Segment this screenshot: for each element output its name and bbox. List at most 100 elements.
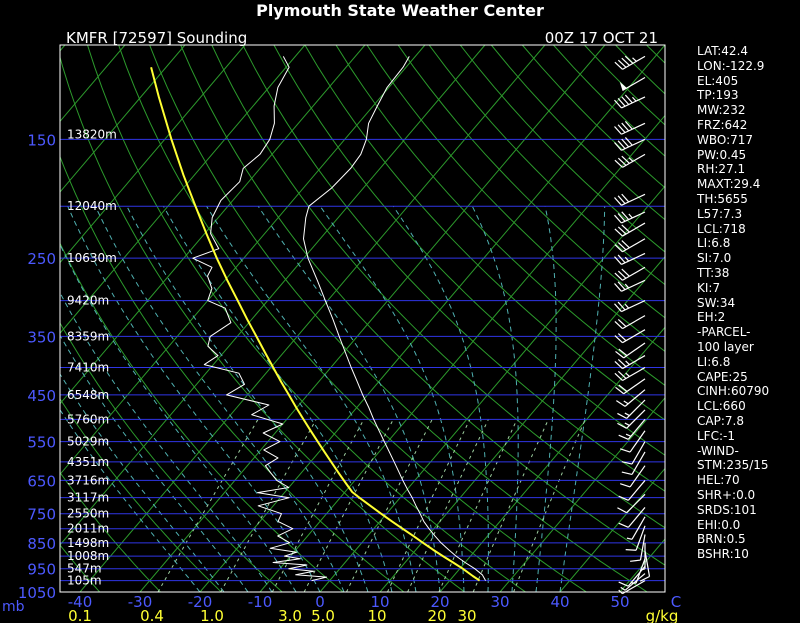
dry-adiabat-line <box>60 544 101 592</box>
wind-barb <box>619 430 646 453</box>
index-value: BRN:0.5 <box>697 532 746 547</box>
dry-adiabat-line <box>335 45 665 387</box>
pressure-tick-label: 550 <box>27 434 56 452</box>
wind-barb-staff <box>621 122 646 135</box>
wind-barb-staff <box>622 238 646 253</box>
wind-barb <box>614 315 646 330</box>
wind-barb <box>618 480 646 501</box>
wind-barb-staff <box>621 193 646 206</box>
wind-barb-flag <box>618 495 629 501</box>
index-value: L57:7.3 <box>697 206 743 221</box>
wind-barb <box>616 389 646 407</box>
mixing-ratio-line <box>472 419 549 592</box>
wind-barb-half-flag <box>618 589 623 595</box>
wind-barb-staff <box>623 378 646 395</box>
pressure-unit-label: mb <box>2 599 25 615</box>
wind-barb-flag <box>621 57 630 66</box>
wind-barb-staff <box>631 441 646 465</box>
wind-barb-flag <box>624 137 633 146</box>
wind-barb <box>614 94 646 109</box>
wind-barb <box>614 355 646 370</box>
index-value: LCL:660 <box>697 399 746 414</box>
mixing-ratio-tick-label: 10 <box>367 607 386 623</box>
dry-adiabat-line <box>60 242 344 592</box>
moist-adiabat-line <box>60 291 273 592</box>
wind-barb-flag <box>617 370 627 379</box>
wind-barb <box>625 525 646 551</box>
wind-barb-staff <box>635 525 646 551</box>
wind-barb-staff <box>639 534 646 561</box>
index-value: LI:6.8 <box>697 354 731 369</box>
wind-barb-flag <box>614 126 622 135</box>
pressure-tick-label: 250 <box>27 250 56 268</box>
moist-adiabat-line <box>60 373 225 592</box>
isotherm-line <box>499 397 665 592</box>
wind-barb-staff <box>627 419 646 440</box>
isotherm-line <box>60 45 246 264</box>
wind-barb-flag <box>617 301 626 311</box>
wind-barb-flag <box>616 400 626 407</box>
height-label: 9420m <box>67 294 109 308</box>
wind-barb-staff <box>621 96 646 109</box>
dry-adiabat-line <box>366 45 665 352</box>
wind-barb <box>615 378 646 395</box>
mixing-ratio-tick-label: 20 <box>427 607 446 623</box>
index-value: LI:6.8 <box>697 236 731 251</box>
wind-barb-half-flag <box>625 360 630 365</box>
height-label: 4351m <box>67 455 109 469</box>
mixing-ratio-line <box>303 419 394 592</box>
index-value: EH:2 <box>697 310 726 325</box>
temperature-tick-label: -10 <box>248 593 273 611</box>
wind-barb-flag <box>624 120 633 130</box>
wind-barb <box>614 120 646 135</box>
index-value: BSHR:10 <box>697 547 749 562</box>
wind-barb-flag <box>617 242 627 251</box>
moist-adiabat-line <box>60 408 201 592</box>
index-value: RH:27.1 <box>697 162 746 177</box>
index-value: -WIND- <box>697 443 739 458</box>
dry-adiabat-line <box>118 45 587 592</box>
wind-barb-staff <box>627 565 646 587</box>
height-label: 6548m <box>67 388 109 402</box>
wind-barb-flag <box>621 193 630 203</box>
wind-barb <box>614 211 646 224</box>
wind-barb <box>614 300 646 313</box>
wind-barb <box>619 465 646 488</box>
isotherm-line <box>60 45 426 476</box>
wind-barb-staff <box>631 451 646 475</box>
wind-barb-half-flag <box>632 57 637 62</box>
wind-barb <box>614 366 646 382</box>
wind-barb-flag <box>614 142 622 151</box>
wind-barb-flag <box>621 122 630 132</box>
wind-barb-flag <box>621 461 633 465</box>
dewpoint-profile <box>192 56 328 582</box>
wind-barb-flag <box>624 94 633 104</box>
wind-barb-flag <box>618 581 629 587</box>
wind-barb-flag <box>630 559 641 562</box>
wind-barb-staff <box>644 550 651 577</box>
wind-barb-flag <box>621 96 630 105</box>
chart-title: Plymouth State Weather Center <box>256 1 544 20</box>
moist-adiabat-line <box>67 205 321 592</box>
mixing-ratio-tick-label: 1.0 <box>200 607 224 623</box>
dry-adiabat-line <box>242 45 665 492</box>
wind-barb-staff <box>622 329 646 344</box>
wind-barb-half-flag <box>624 412 630 417</box>
temperature-tick-label: 30 <box>490 593 509 611</box>
wind-barb-flag <box>615 350 625 359</box>
height-label: 2550m <box>67 507 109 521</box>
wind-barb <box>614 266 646 281</box>
wind-barb-flag <box>617 254 626 264</box>
wind-barb-staff <box>621 211 646 224</box>
wind-barb <box>618 565 646 587</box>
isotherm-line <box>60 45 186 193</box>
height-label: 105m <box>67 574 102 588</box>
wind-barb-flag <box>625 549 637 551</box>
height-label: 3117m <box>67 491 109 505</box>
wind-barb-flag <box>617 157 627 166</box>
wind-barb-staff <box>626 493 646 514</box>
mixing-ratio-tick-label: 3.0 <box>278 607 302 623</box>
wind-barb-flag <box>621 240 630 249</box>
wind-barb <box>618 419 646 440</box>
index-value: FRZ:642 <box>697 117 748 132</box>
